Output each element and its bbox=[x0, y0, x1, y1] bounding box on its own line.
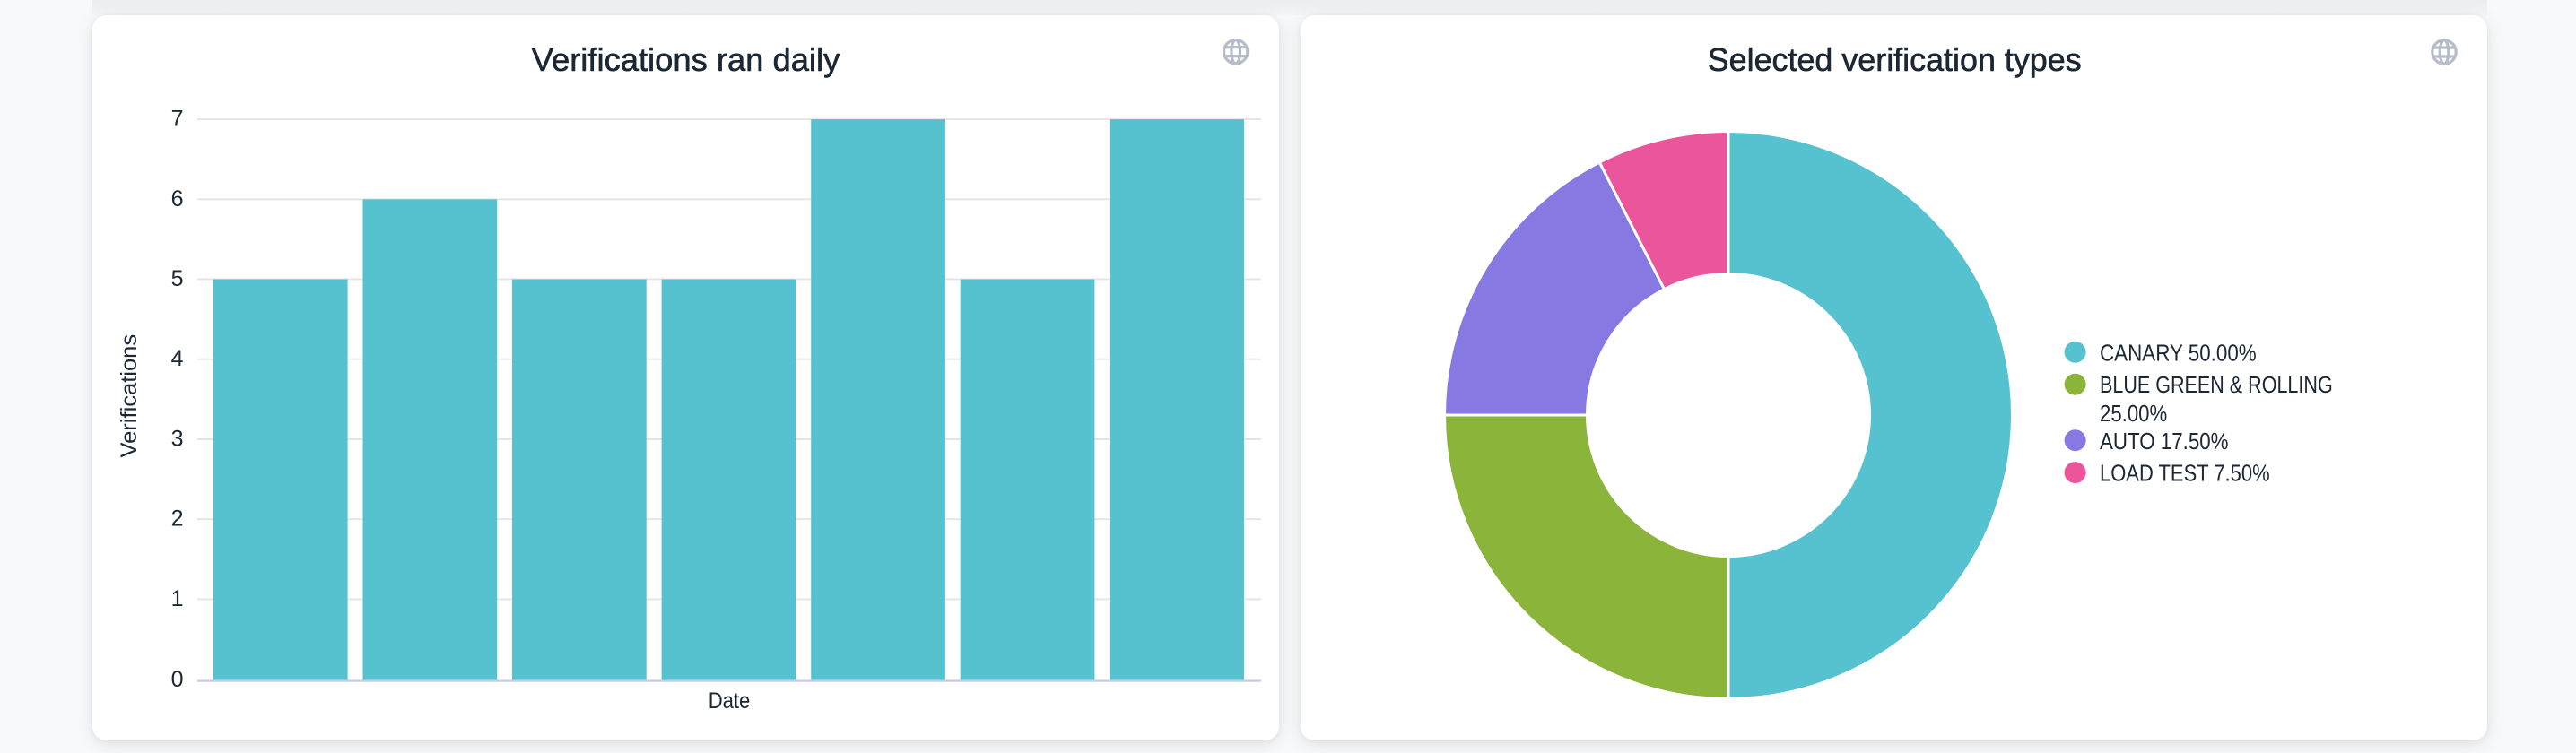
svg-text:Verifications ran daily: Verifications ran daily bbox=[532, 41, 840, 78]
svg-text:Selected verification types: Selected verification types bbox=[1708, 41, 2082, 78]
svg-text:0: 0 bbox=[171, 667, 184, 692]
svg-text:2: 2 bbox=[171, 506, 184, 532]
svg-text:AUTO 17.50%: AUTO 17.50% bbox=[2100, 428, 2229, 454]
svg-text:BLUE GREEN & ROLLING: BLUE GREEN & ROLLING bbox=[2100, 371, 2333, 398]
svg-text:Date: Date bbox=[709, 688, 751, 714]
svg-text:5: 5 bbox=[171, 266, 184, 291]
svg-text:7: 7 bbox=[171, 107, 184, 132]
svg-text:6: 6 bbox=[171, 186, 184, 212]
svg-text:CANARY 50.00%: CANARY 50.00% bbox=[2100, 339, 2257, 366]
svg-text:4: 4 bbox=[171, 346, 184, 371]
svg-text:25.00%: 25.00% bbox=[2100, 400, 2167, 427]
svg-text:LOAD TEST 7.50%: LOAD TEST 7.50% bbox=[2100, 460, 2270, 487]
svg-text:1: 1 bbox=[171, 586, 184, 611]
svg-text:3: 3 bbox=[171, 427, 184, 452]
svg-text:Verifications: Verifications bbox=[117, 334, 142, 458]
